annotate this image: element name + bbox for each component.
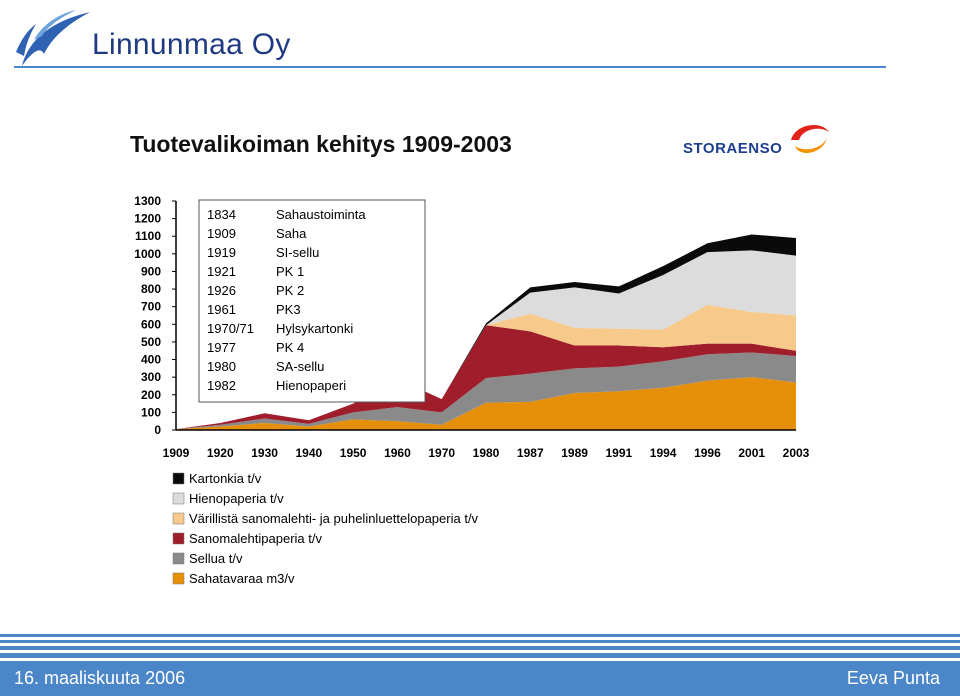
area-series-4 [176, 250, 796, 430]
x-tick-label: 1994 [650, 446, 677, 460]
y-tick-label: 100 [141, 405, 161, 419]
x-tick-label: 1930 [251, 446, 278, 460]
x-axis: 1909 1920 1930 1940 1950 1960 1970 1980 1987 1989… [163, 429, 810, 460]
area-series-2 [176, 325, 796, 430]
annotation-year: 1982 [207, 378, 236, 393]
legend-swatch [172, 492, 185, 505]
annotation-event: Sahaustoiminta [276, 207, 366, 222]
y-tick-label: 700 [141, 300, 161, 314]
annotation-event: Hylsykartonki [276, 321, 353, 336]
storaenso-wordmark: STORAENSO [683, 140, 783, 157]
annotation-event: SI-sellu [276, 245, 319, 260]
y-tick-label: 300 [141, 370, 161, 384]
legend: Kartonkia t/v Hienopaperia t/v Värillistä … [172, 471, 479, 586]
area-series-1 [176, 352, 796, 430]
annotation-event: Saha [276, 226, 307, 241]
header-divider [14, 66, 886, 68]
legend-swatch [172, 512, 185, 525]
annotation-year: 1926 [207, 283, 236, 298]
x-tick-label: 1950 [340, 446, 367, 460]
annotation-year: 1961 [207, 302, 236, 317]
x-tick-label: 1987 [517, 446, 544, 460]
x-tick-label: 1996 [694, 446, 721, 460]
y-tick-label: 1200 [134, 212, 161, 226]
area-series-0 [176, 377, 796, 430]
x-tick-label: 1940 [296, 446, 323, 460]
legend-swatch [172, 552, 185, 565]
footer-date: 16. maaliskuuta 2006 [14, 668, 186, 688]
legend-label: Sellua t/v [189, 551, 243, 566]
company-logo-icon [16, 10, 90, 66]
y-tick-label: 600 [141, 317, 161, 331]
annotation-year: 1921 [207, 264, 236, 279]
y-tick-label: 900 [141, 264, 161, 278]
company-name: Linnunmaa Oy [92, 28, 291, 61]
annotation-event: Hienopaperi [276, 378, 346, 393]
legend-swatch [172, 472, 185, 485]
y-tick-label: 1300 [134, 194, 161, 208]
x-tick-label: 1970 [428, 446, 455, 460]
annotation-year: 1970/71 [207, 321, 254, 336]
area-series-3 [176, 304, 796, 430]
x-tick-label: 1980 [473, 446, 500, 460]
annotation-year: 1980 [207, 359, 236, 374]
annotation-year: 1919 [207, 245, 236, 260]
y-tick-label: 0 [154, 423, 161, 437]
x-tick-label: 2001 [738, 446, 765, 460]
legend-label: Hienopaperia t/v [189, 491, 284, 506]
y-tick-label: 1000 [134, 247, 161, 261]
storaenso-logo-icon [791, 125, 829, 153]
area-series-5 [176, 234, 796, 430]
y-axis: 0 100 200 300 400 500 600 700 800 900 1000 1100 1200… [134, 194, 177, 437]
y-tick-label: 1100 [135, 229, 161, 243]
annotation-year: 1834 [207, 207, 236, 222]
x-tick-label: 1991 [606, 446, 633, 460]
legend-label: Värillistä sanomalehti- ja puhelinluette… [189, 511, 479, 526]
legend-swatch [172, 532, 185, 545]
footer-bars [0, 634, 960, 696]
x-tick-label: 1920 [207, 446, 234, 460]
legend-label: Sahatavaraa m3/v [189, 571, 295, 586]
annotation-year: 1909 [207, 226, 236, 241]
x-tick-label: 2003 [783, 446, 810, 460]
annotation-event: PK 2 [276, 283, 304, 298]
annotation-event: PK 1 [276, 264, 304, 279]
annotation-event: PK3 [276, 302, 301, 317]
chart-title: Tuotevalikoiman kehitys 1909-2003 [130, 131, 512, 157]
legend-label: Kartonkia t/v [189, 471, 262, 486]
y-tick-label: 500 [141, 335, 161, 349]
footer-author: Eeva Punta [846, 668, 940, 688]
x-tick-label: 1960 [384, 446, 411, 460]
y-tick-label: 200 [141, 388, 161, 402]
annotation-event: SA-sellu [276, 359, 324, 374]
plot-area [176, 234, 796, 430]
legend-label: Sanomalehtipaperia t/v [189, 531, 322, 546]
legend-swatch [172, 572, 185, 585]
annotation-box-frame [198, 199, 426, 403]
x-tick-label: 1989 [561, 446, 588, 460]
annotation-box: 1834 Sahaustoiminta 1909 Saha 1919 SI-sellu 19… [198, 199, 426, 403]
y-tick-label: 400 [141, 353, 161, 367]
y-tick-label: 800 [141, 282, 161, 296]
annotation-year: 1977 [207, 340, 236, 355]
x-tick-label: 1909 [163, 446, 190, 460]
annotation-event: PK 4 [276, 340, 304, 355]
